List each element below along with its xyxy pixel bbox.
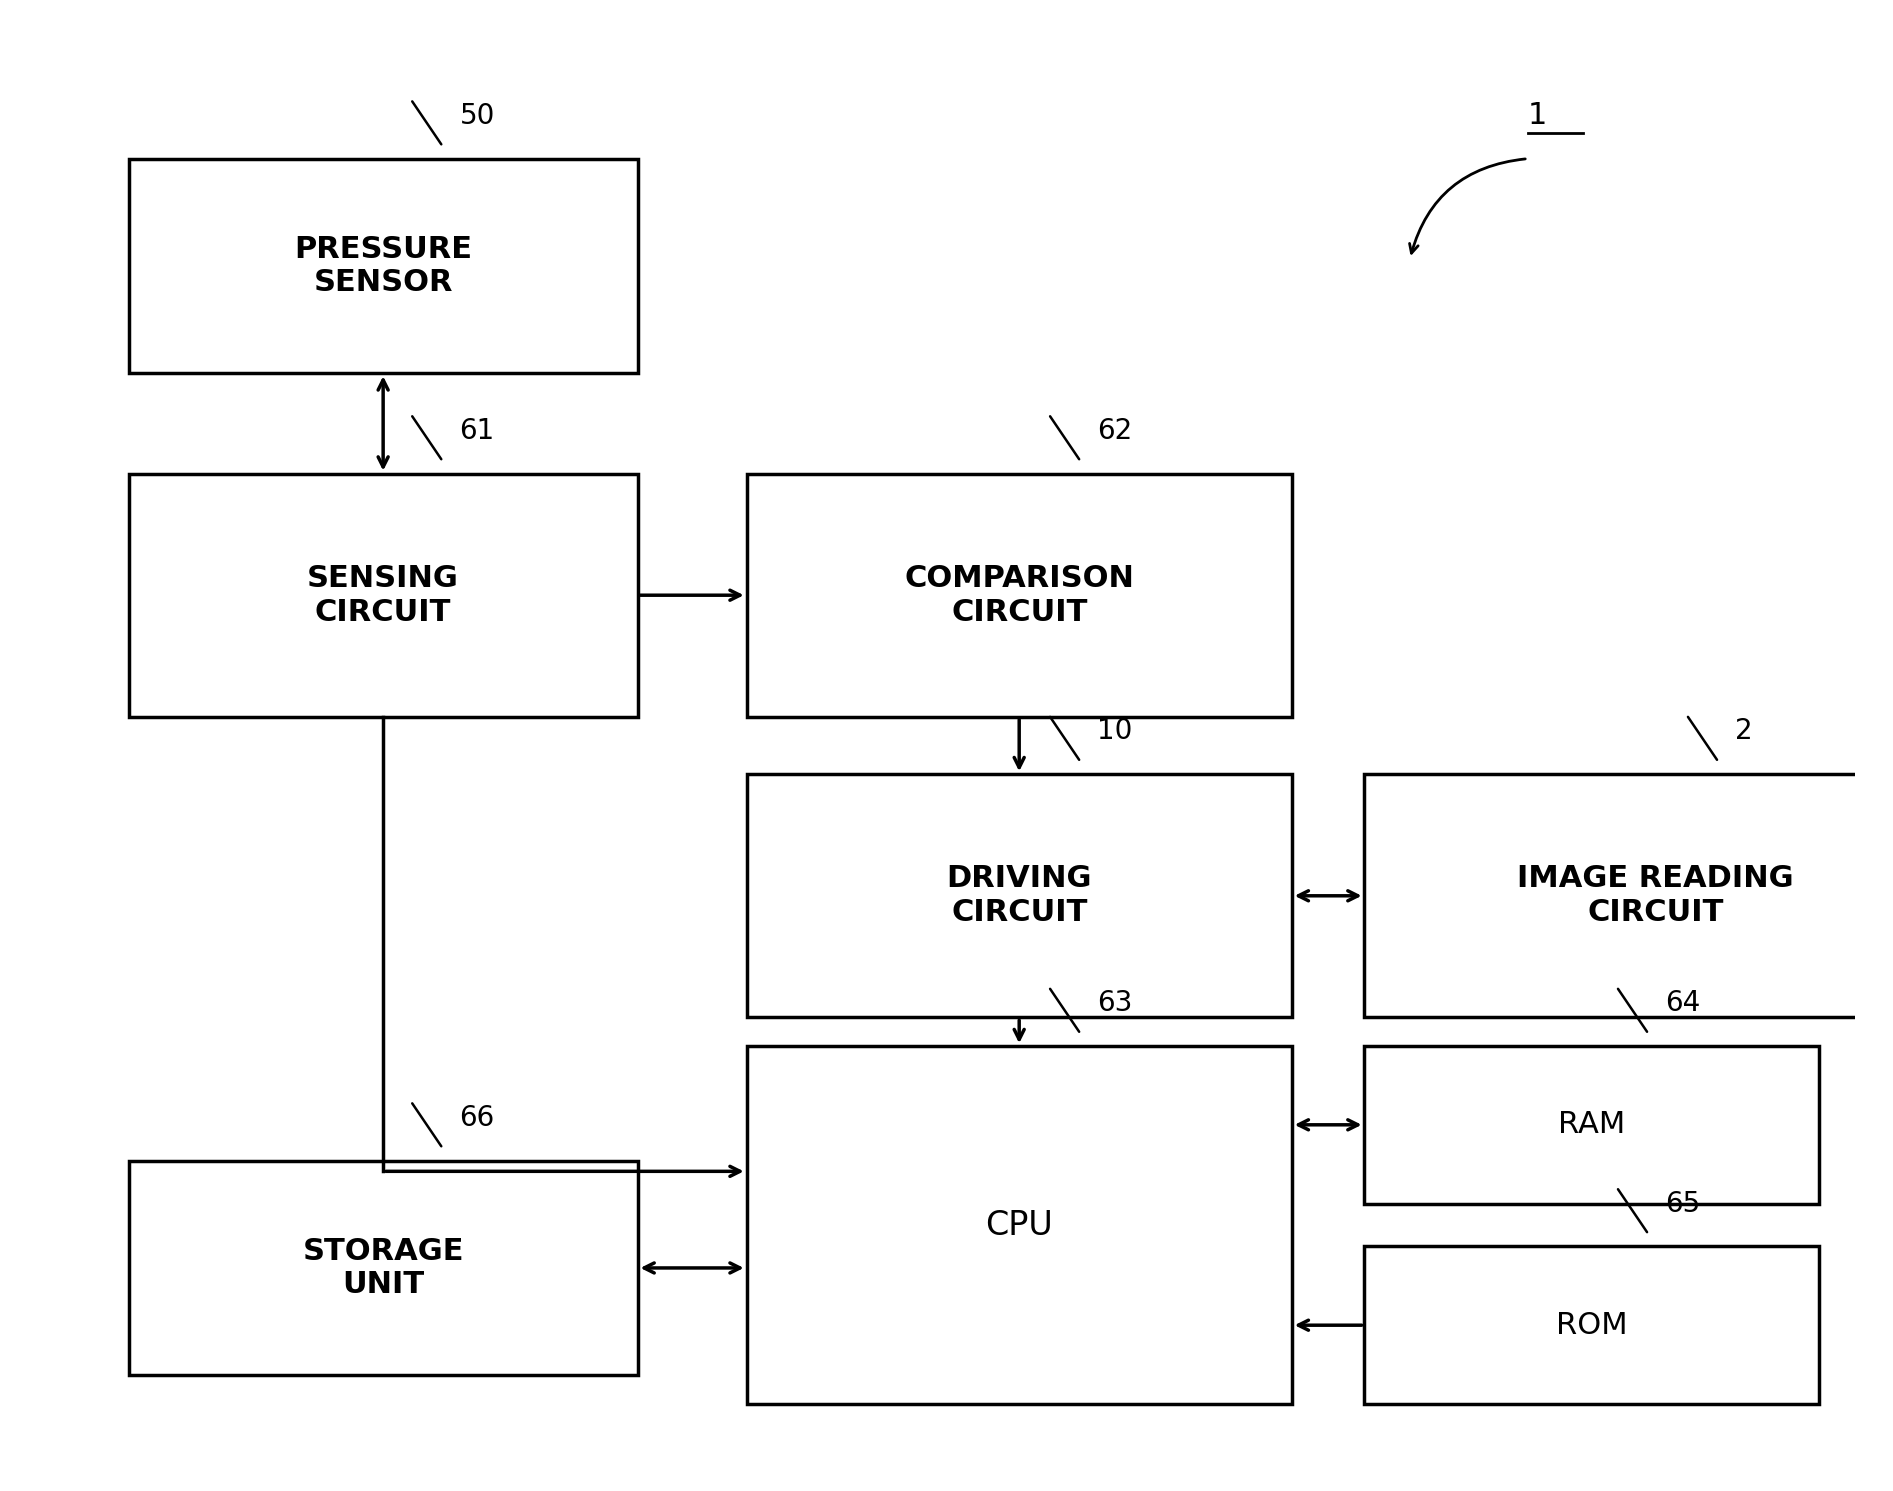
Bar [1365,1047,1819,1203]
Text: PRESSURE
SENSOR: PRESSURE SENSOR [293,234,471,297]
Bar [746,1047,1291,1405]
Text: 50: 50 [460,101,494,130]
Bar [129,158,638,373]
Bar [1365,1246,1819,1405]
Bar [129,474,638,717]
Text: 2: 2 [1736,717,1753,746]
Text: RAM: RAM [1558,1111,1626,1139]
Bar [746,474,1291,717]
Text: SENSING
CIRCUIT: SENSING CIRCUIT [307,564,460,626]
Text: CPU: CPU [986,1209,1053,1242]
Text: 62: 62 [1098,417,1132,444]
Text: COMPARISON
CIRCUIT: COMPARISON CIRCUIT [905,564,1134,626]
Text: IMAGE READING
CIRCUIT: IMAGE READING CIRCUIT [1516,865,1793,927]
Text: ROM: ROM [1556,1311,1628,1340]
Text: 1: 1 [1528,101,1547,130]
Bar [746,774,1291,1017]
Text: DRIVING
CIRCUIT: DRIVING CIRCUIT [946,865,1092,927]
Text: 65: 65 [1666,1190,1700,1218]
Bar [129,1160,638,1375]
Bar [1365,774,1893,1017]
Text: 63: 63 [1098,990,1132,1017]
Text: 66: 66 [460,1103,494,1132]
Text: 61: 61 [460,417,494,444]
Text: 10: 10 [1098,717,1132,746]
Text: 64: 64 [1666,990,1700,1017]
Text: STORAGE
UNIT: STORAGE UNIT [303,1236,464,1299]
